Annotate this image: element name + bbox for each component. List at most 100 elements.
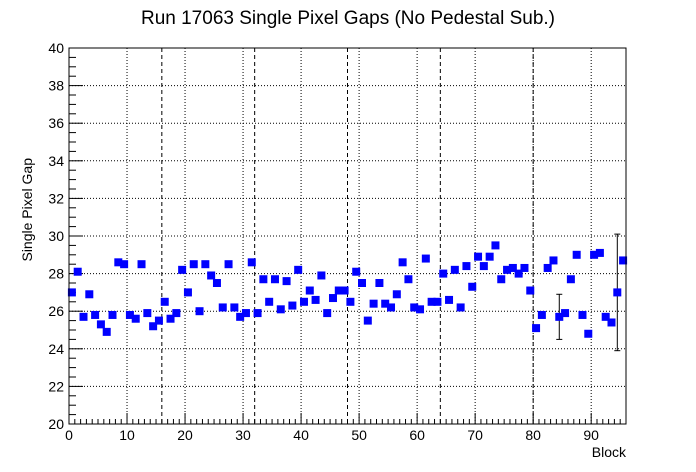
data-point <box>555 312 564 321</box>
x-tick-label: 30 <box>235 427 251 443</box>
data-point <box>96 320 105 329</box>
data-point <box>474 252 483 261</box>
y-tick-label: 22 <box>48 378 64 394</box>
data-point <box>485 252 494 261</box>
data-point <box>294 265 303 274</box>
data-point <box>114 258 123 267</box>
data-point <box>404 275 413 284</box>
data-point <box>212 279 221 287</box>
data-point <box>143 309 152 318</box>
data-point <box>85 290 94 299</box>
y-tick-label: 24 <box>48 341 64 357</box>
data-point <box>131 314 140 323</box>
data-point <box>178 265 187 274</box>
data-point <box>433 297 442 306</box>
data-point <box>595 248 604 257</box>
data-point <box>375 279 384 287</box>
data-point <box>282 277 291 286</box>
data-point <box>543 263 552 272</box>
data-point <box>201 260 210 269</box>
data-point <box>462 262 471 271</box>
data-point <box>369 299 378 308</box>
data-point <box>590 250 599 259</box>
y-tick-label: 36 <box>48 115 64 131</box>
data-point <box>317 271 326 280</box>
data-point <box>491 241 500 250</box>
data-point <box>578 310 587 319</box>
data-point <box>497 275 506 284</box>
data-point <box>416 305 425 314</box>
data-point <box>427 297 436 306</box>
data-point <box>270 275 279 284</box>
data-point <box>392 290 401 299</box>
x-tick-label: 50 <box>351 427 367 443</box>
data-point <box>601 312 610 321</box>
data-point <box>503 265 512 274</box>
data-point <box>108 310 117 319</box>
data-point <box>120 260 129 269</box>
data-point <box>340 286 349 295</box>
data-point <box>456 303 465 312</box>
data-point <box>613 288 622 297</box>
data-point <box>137 260 146 269</box>
data-point <box>398 258 407 267</box>
chart-title: Run 17063 Single Pixel Gaps (No Pedestal… <box>141 8 555 29</box>
y-axis-title: Single Pixel Gap <box>19 158 35 262</box>
y-tick-label: 32 <box>48 190 64 206</box>
data-point <box>305 286 314 295</box>
y-tick-label: 20 <box>48 416 64 432</box>
data-point <box>230 303 239 312</box>
data-point <box>334 286 343 295</box>
data-point <box>323 309 332 318</box>
data-point <box>439 269 448 278</box>
data-point <box>450 265 459 274</box>
data-point <box>566 275 575 284</box>
data-point <box>468 282 477 291</box>
data-point <box>265 297 274 306</box>
data-point <box>387 303 396 312</box>
axis-layer: 0 10 20 30 40 50 60 70 80 90 20 22 24 26 28 30 32 34 36 38 4… <box>48 40 627 443</box>
x-tick-label: 0 <box>65 427 73 443</box>
data-point <box>183 288 192 297</box>
plot-frame <box>68 47 627 425</box>
data-point <box>149 322 158 331</box>
data-point <box>549 256 558 265</box>
data-point <box>363 316 372 325</box>
data-point <box>299 297 308 306</box>
x-tick-label: 80 <box>525 427 541 443</box>
data-point <box>125 310 134 319</box>
data-point <box>172 309 181 318</box>
x-tick-label: 10 <box>119 427 135 443</box>
data-point <box>259 275 268 284</box>
data-point <box>288 301 297 310</box>
data-point <box>508 263 517 272</box>
x-tick-label: 20 <box>177 427 193 443</box>
data-point <box>311 295 320 304</box>
data-point <box>91 310 100 319</box>
x-tick-label: 90 <box>583 427 599 443</box>
y-tick-label: 40 <box>48 40 64 56</box>
data-point <box>352 267 361 276</box>
data-point <box>572 250 581 259</box>
data-point <box>346 297 355 306</box>
x-axis-title: Block <box>592 444 627 460</box>
x-tick-label: 40 <box>293 427 309 443</box>
data-point <box>253 309 262 318</box>
data-point <box>224 260 233 269</box>
y-tick-label: 34 <box>48 153 64 169</box>
data-point <box>561 309 570 318</box>
data-point <box>514 269 523 278</box>
data-point <box>67 288 76 297</box>
data-point <box>532 324 541 333</box>
data-point <box>236 312 245 321</box>
y-tick-label: 38 <box>48 78 64 94</box>
data-point <box>218 303 227 312</box>
data-point <box>520 263 529 272</box>
data-point <box>247 258 256 267</box>
data-point <box>73 267 82 276</box>
point-layer <box>67 241 628 338</box>
data-point <box>410 303 419 312</box>
data-point <box>479 262 488 271</box>
data-point <box>241 309 250 318</box>
